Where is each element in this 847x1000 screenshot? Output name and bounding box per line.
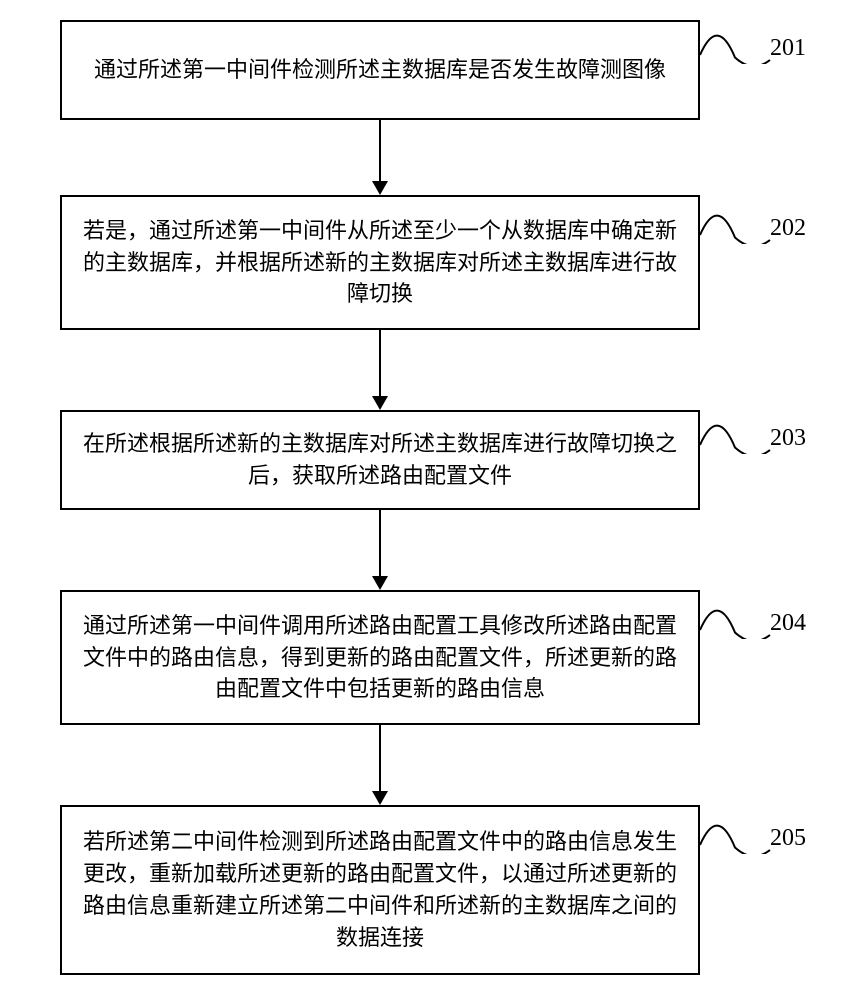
step-label-201: 201 xyxy=(770,35,806,62)
step-label-204: 204 xyxy=(770,610,806,637)
flow-node-n1: 通过所述第一中间件检测所述主数据库是否发生故障测图像 xyxy=(60,20,700,120)
arrow-line-2 xyxy=(379,510,381,576)
step-label-203: 203 xyxy=(770,425,806,452)
step-label-205: 205 xyxy=(770,825,806,852)
step-label-202: 202 xyxy=(770,215,806,242)
connector-n5 xyxy=(696,801,774,854)
flowchart-canvas: 通过所述第一中间件检测所述主数据库是否发生故障测图像 201 若是，通过所述第一中间… xyxy=(0,0,847,1000)
arrow-line-0 xyxy=(379,120,381,181)
arrow-head-1 xyxy=(372,396,388,410)
arrow-line-3 xyxy=(379,725,381,791)
arrow-head-0 xyxy=(372,181,388,195)
connector-n1 xyxy=(696,11,774,64)
connector-n3 xyxy=(696,401,774,454)
flow-node-n2: 若是，通过所述第一中间件从所述至少一个从数据库中确定新的主数据库，并根据所述新的… xyxy=(60,195,700,330)
arrow-line-1 xyxy=(379,330,381,396)
arrow-head-3 xyxy=(372,791,388,805)
flow-node-n3: 在所述根据所述新的主数据库对所述主数据库进行故障切换之后，获取所述路由配置文件 xyxy=(60,410,700,510)
connector-n2 xyxy=(696,191,774,244)
flow-node-n4: 通过所述第一中间件调用所述路由配置工具修改所述路由配置文件中的路由信息，得到更新… xyxy=(60,590,700,725)
arrow-head-2 xyxy=(372,576,388,590)
connector-n4 xyxy=(696,586,774,639)
flow-node-n5: 若所述第二中间件检测到所述路由配置文件中的路由信息发生更改，重新加载所述更新的路… xyxy=(60,805,700,975)
